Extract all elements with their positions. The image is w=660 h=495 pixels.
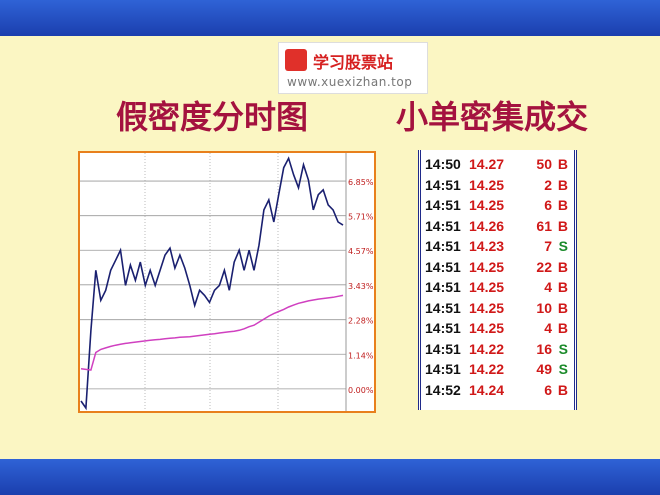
- y-tick-label: 4.57%: [348, 247, 374, 256]
- trade-row: 14:51 14.25 22 B: [421, 257, 574, 277]
- trade-price: 14.25: [469, 299, 505, 316]
- trade-side: B: [557, 299, 568, 316]
- trade-row: 14:51 14.25 4 B: [421, 277, 574, 297]
- top-band: [0, 0, 660, 36]
- trade-row: 14:51 14.25 6 B: [421, 195, 574, 215]
- trade-side: B: [557, 197, 568, 213]
- trade-time: 14:51: [425, 176, 461, 193]
- trade-price: 14.26: [469, 217, 505, 234]
- trade-time: 14:51: [425, 238, 461, 254]
- trade-row: 14:51 14.25 2 B: [421, 175, 574, 195]
- trade-time: 14:51: [425, 197, 461, 213]
- trade-row: 14:51 14.22 16 S: [421, 339, 574, 359]
- trade-volume: 16: [536, 340, 552, 357]
- trade-row: 14:51 14.22 49 S: [421, 359, 574, 379]
- trade-price: 14.22: [469, 340, 505, 357]
- trade-volume: 6: [544, 381, 552, 398]
- trade-side: B: [557, 258, 568, 275]
- trade-price: 14.24: [469, 381, 505, 398]
- logo: 学习股票站 www.xuexizhan.top: [278, 42, 428, 94]
- trade-side: S: [558, 361, 568, 377]
- trade-price: 14.22: [469, 361, 505, 377]
- trade-volume: 7: [544, 238, 552, 254]
- trade-time: 14:51: [425, 258, 461, 275]
- y-tick-label: 1.14%: [348, 351, 374, 360]
- logo-url: www.xuexizhan.top: [287, 75, 413, 89]
- trade-side: B: [557, 279, 568, 295]
- trade-side: B: [557, 320, 568, 336]
- trade-row: 14:52 14.24 6 B: [421, 380, 574, 400]
- trade-price: 14.25: [469, 279, 505, 295]
- y-tick-label: 6.85%: [348, 178, 374, 187]
- trade-time: 14:51: [425, 320, 461, 336]
- title-right: 小单密集成交: [396, 98, 589, 136]
- trade-volume: 4: [544, 279, 552, 295]
- trade-price: 14.25: [469, 197, 505, 213]
- trade-side: S: [558, 238, 568, 254]
- trade-time: 14:51: [425, 279, 461, 295]
- trade-row: 14:50 14.27 50 B: [421, 154, 574, 174]
- trade-time: 14:51: [425, 217, 461, 234]
- trade-price: 14.25: [469, 320, 505, 336]
- trade-price: 14.25: [469, 176, 505, 193]
- trade-volume: 50: [536, 156, 552, 172]
- trade-price: 14.23: [469, 238, 505, 254]
- y-tick-label: 3.43%: [348, 282, 374, 291]
- trade-volume: 22: [536, 258, 552, 275]
- trade-volume: 49: [536, 361, 552, 377]
- trade-side: B: [557, 176, 568, 193]
- trade-volume: 10: [536, 299, 552, 316]
- trade-volume: 6: [544, 197, 552, 213]
- series-line: [80, 294, 344, 371]
- bottom-band: [0, 459, 660, 495]
- trade-row: 14:51 14.25 4 B: [421, 318, 574, 338]
- y-tick-label: 5.71%: [348, 213, 374, 222]
- trade-price: 14.25: [469, 258, 505, 275]
- trade-side: S: [558, 340, 568, 357]
- trade-volume: 4: [544, 320, 552, 336]
- trade-volume: 2: [544, 176, 552, 193]
- logo-name: 学习股票站: [313, 53, 394, 72]
- trade-time: 14:51: [425, 340, 461, 357]
- y-tick-label: 0.00%: [348, 386, 374, 395]
- trade-side: B: [557, 156, 568, 172]
- chart: 0.00% 1.14% 2.28% 3.43% 4.57% 5.71% 6.85%: [78, 151, 376, 413]
- trade-volume: 61: [536, 217, 552, 234]
- trade-row: 14:51 14.23 7 S: [421, 236, 574, 256]
- trade-row: 14:51 14.25 10 B: [421, 298, 574, 318]
- trade-price: 14.27: [469, 156, 505, 172]
- trade-row: 14:51 14.26 61 B: [421, 216, 574, 236]
- series-line: [80, 156, 344, 411]
- trade-side: B: [557, 217, 568, 234]
- title-left: 假密度分时图: [116, 98, 309, 136]
- trade-time: 14:52: [425, 381, 461, 398]
- trade-side: B: [557, 381, 568, 398]
- trade-time: 14:50: [425, 156, 461, 172]
- trade-time: 14:51: [425, 361, 461, 377]
- logo-icon: [285, 49, 307, 71]
- trade-time: 14:51: [425, 299, 461, 316]
- y-tick-label: 2.28%: [348, 317, 374, 326]
- trade-table: 14:50 14.27 50 B 14:51 14.25 2 B 14:51 14.25 6 B 14:…: [418, 150, 577, 410]
